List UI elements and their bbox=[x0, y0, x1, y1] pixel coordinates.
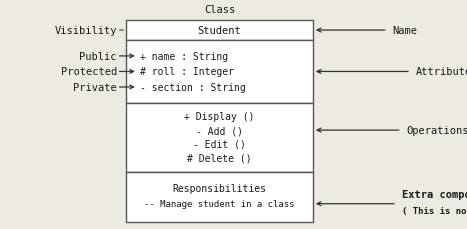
Text: Private: Private bbox=[73, 83, 117, 93]
Text: - Edit (): - Edit () bbox=[193, 139, 246, 149]
Text: Extra component: Extra component bbox=[402, 190, 467, 200]
Bar bbox=[126, 103, 313, 172]
Text: + Display (): + Display () bbox=[184, 112, 255, 122]
Text: Student: Student bbox=[198, 26, 241, 36]
Text: Protected: Protected bbox=[61, 67, 117, 77]
Bar bbox=[126, 172, 313, 222]
Text: Public: Public bbox=[79, 52, 117, 62]
Text: Visibility: Visibility bbox=[54, 26, 117, 36]
Text: Operations: Operations bbox=[406, 125, 467, 136]
Text: Responsibilities: Responsibilities bbox=[172, 183, 267, 193]
Text: # roll : Integer: # roll : Integer bbox=[140, 67, 234, 77]
Text: - section : String: - section : String bbox=[140, 83, 246, 93]
Text: + name : String: + name : String bbox=[140, 52, 228, 62]
Text: Attributes: Attributes bbox=[416, 67, 467, 77]
Text: ( This is not mandatory): ( This is not mandatory) bbox=[402, 206, 467, 215]
Text: Class: Class bbox=[204, 5, 235, 15]
Text: Name: Name bbox=[392, 26, 417, 36]
Bar bbox=[126, 21, 313, 41]
Text: - Add (): - Add () bbox=[196, 125, 243, 136]
Text: -- Manage student in a class: -- Manage student in a class bbox=[144, 199, 295, 208]
Bar bbox=[126, 41, 313, 103]
Text: # Delete (): # Delete () bbox=[187, 153, 252, 163]
